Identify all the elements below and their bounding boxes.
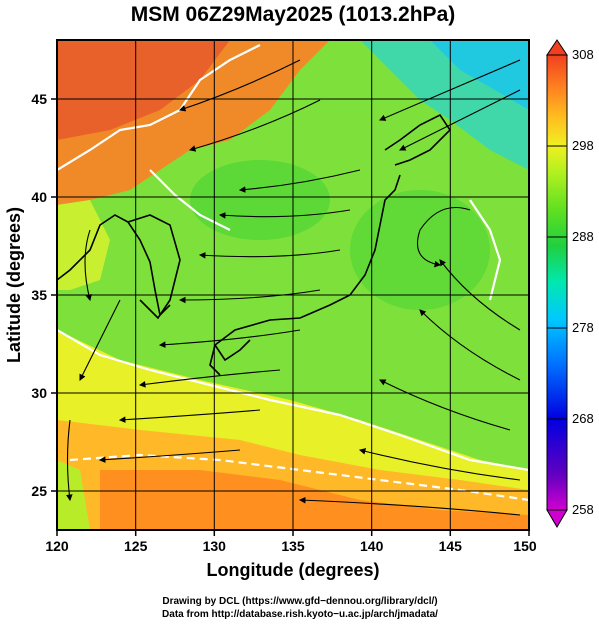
colorbar-top-arrow [546, 39, 568, 56]
colorbar-gradient [546, 54, 568, 511]
isotherm-contours [57, 44, 529, 502]
x-axis-label: Longitude (degrees) [206, 560, 379, 580]
wind-streamlines [66, 59, 521, 516]
lat-tick-labels: 25 30 35 40 45 [31, 91, 47, 499]
lat-lon-grid [57, 40, 529, 530]
colorbar-tick-label: 258 [572, 502, 594, 517]
lat-tick-label: 35 [31, 287, 47, 303]
coastlines [57, 113, 452, 376]
credit-line-dcl: Drawing by DCL (https://www.gfd−dennou.o… [162, 596, 437, 607]
lon-tick-label: 145 [439, 538, 463, 554]
lon-tick-labels: 120 125 130 135 140 145 150 [45, 538, 537, 554]
lon-tick-label: 125 [124, 538, 148, 554]
colorbar-tick-label: 298 [572, 138, 594, 153]
axis-ticks [51, 98, 530, 536]
lon-tick-label: 140 [360, 538, 384, 554]
map-title: MSM 06Z29May2025 (1013.2hPa) [131, 3, 456, 26]
colorbar: 308 298 288 278 268 258 [546, 39, 594, 528]
colorbar-tick-label: 288 [572, 229, 594, 244]
colorbar-tick-label: 308 [572, 47, 594, 62]
lat-tick-label: 25 [31, 483, 47, 499]
credit-line-data: Data from http://database.rish.kyoto−u.a… [162, 609, 438, 620]
lat-tick-label: 40 [31, 189, 47, 205]
lon-tick-label: 150 [513, 538, 537, 554]
lon-tick-label: 130 [203, 538, 227, 554]
lon-tick-label: 135 [281, 538, 305, 554]
y-axis-label: Latitude (degrees) [4, 207, 24, 363]
lat-tick-label: 30 [31, 385, 47, 401]
colorbar-bottom-arrow [546, 509, 568, 528]
lon-tick-label: 120 [45, 538, 69, 554]
colorbar-tick-label: 268 [572, 411, 594, 426]
colorbar-tick-label: 278 [572, 320, 594, 335]
lat-tick-label: 45 [31, 91, 47, 107]
